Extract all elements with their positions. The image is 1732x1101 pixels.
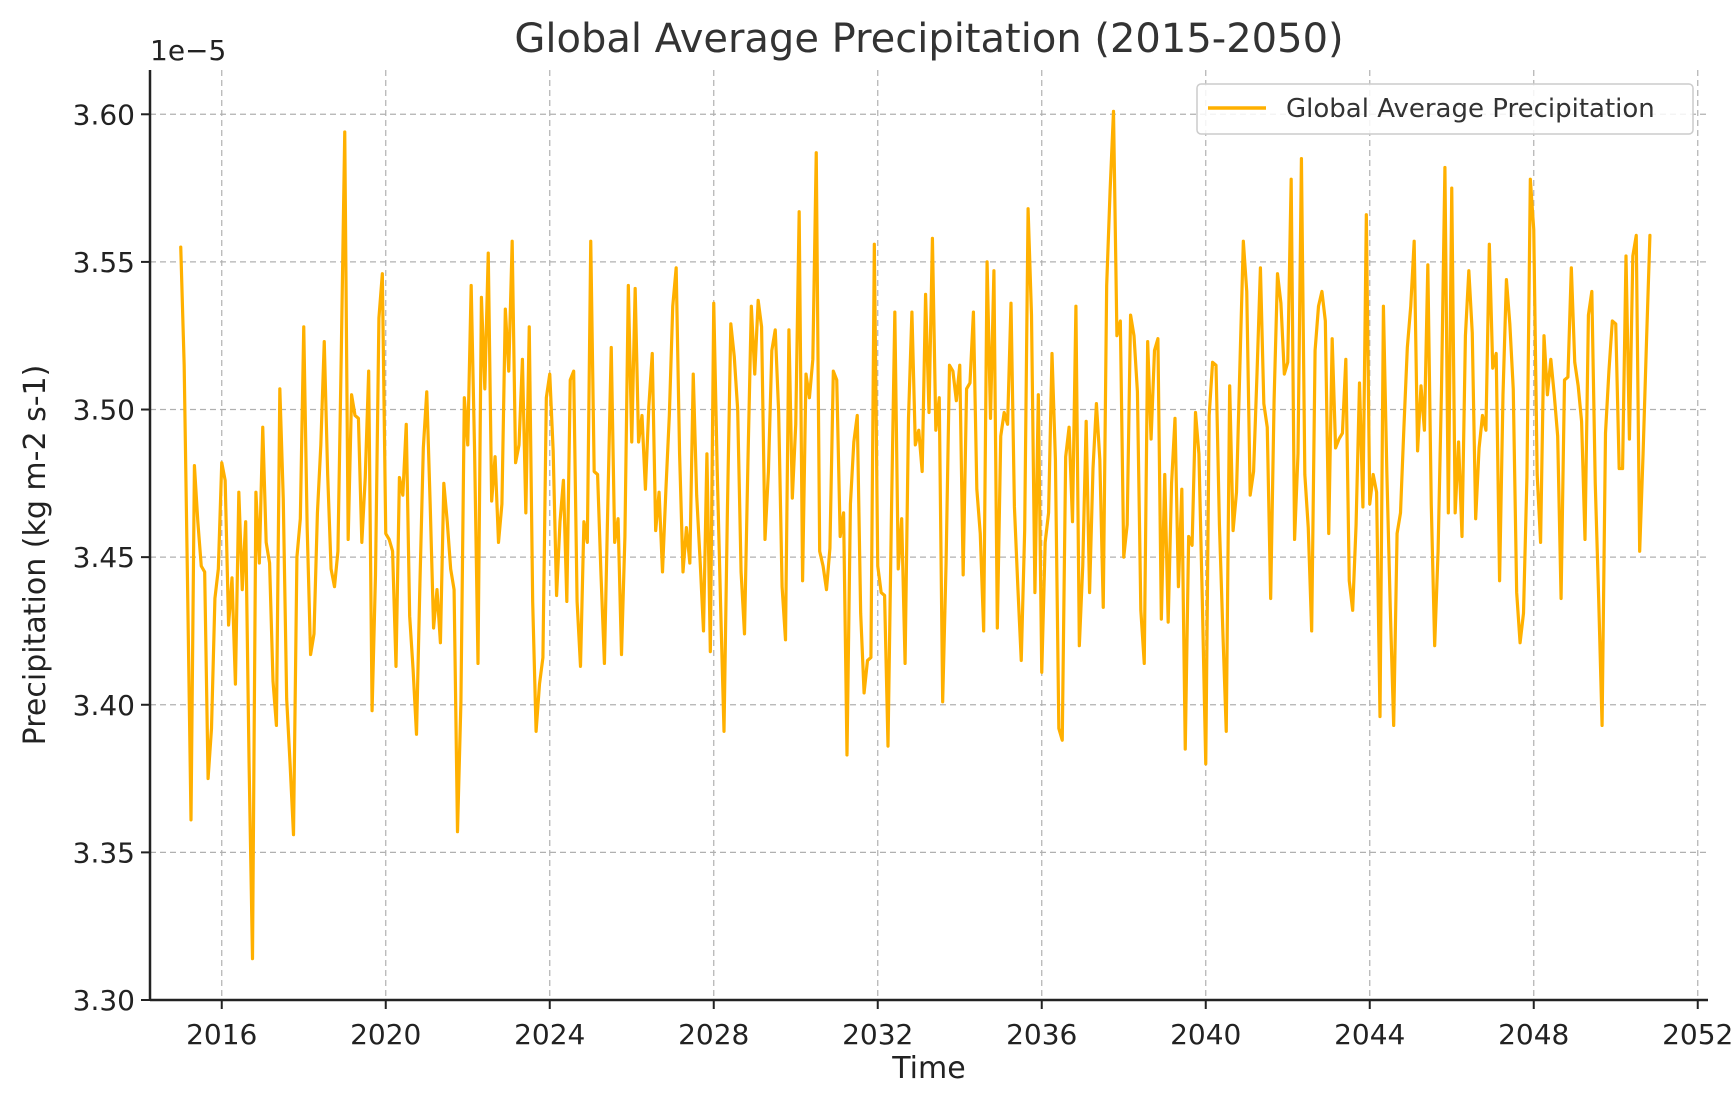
legend-box [1196,83,1694,135]
x-axis-ticks: 2016 2020 2024 2028 2032 2036 2040 2044 2048 2052 [186,1000,1732,1051]
y-tick-label: 3.45 [73,541,135,574]
y-tick-label: 3.30 [73,984,135,1017]
legend: Global Average Precipitation [1196,83,1694,135]
x-tick-label: 2032 [842,1018,913,1051]
series-layer [179,109,1652,961]
x-tick-label: 2028 [678,1018,749,1051]
axes-spines [148,70,1708,1002]
series-line-global-average-precipitation [179,109,1652,961]
y-axis-offset-label: 1e−5 [150,34,226,67]
x-tick-label: 2024 [514,1018,585,1051]
x-tick-label: 2044 [1334,1018,1405,1051]
x-tick-label: 2048 [1498,1018,1569,1051]
y-tick-label: 3.55 [73,246,135,279]
y-axis-ticks: 3.30 3.35 3.40 3.45 3.50 3.55 3.60 [73,98,150,1017]
x-tick-label: 2036 [1006,1018,1077,1051]
y-tick-label: 3.50 [73,394,135,427]
x-axis-label: Time [891,1051,965,1086]
legend-entry-global-average-precipitation: Global Average Precipitation [1286,94,1655,124]
y-tick-label: 3.35 [73,836,135,869]
x-tick-label: 2016 [186,1018,257,1051]
grid-lines [150,70,1708,1001]
x-tick-label: 2052 [1662,1018,1732,1051]
x-tick-label: 2020 [350,1018,421,1051]
chart-title: Global Average Precipitation (2015-2050) [514,16,1343,62]
y-axis-label: Precipitation (kg m-2 s-1) [18,365,53,746]
y-tick-label: 3.40 [73,689,135,722]
x-tick-label: 2040 [1170,1018,1241,1051]
y-tick-label: 3.60 [73,98,135,131]
